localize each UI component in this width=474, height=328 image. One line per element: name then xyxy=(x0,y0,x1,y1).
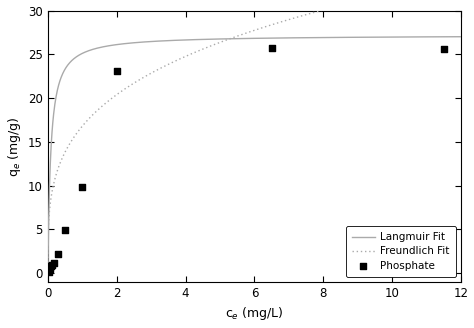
Phosphate xyxy=(268,46,275,51)
Freundlich Fit xyxy=(87,115,93,119)
Phosphate xyxy=(46,266,54,272)
Langmuir Fit xyxy=(45,271,51,275)
Y-axis label: q$_e$ (mg/g): q$_e$ (mg/g) xyxy=(6,116,23,177)
Line: Freundlich Fit: Freundlich Fit xyxy=(48,0,461,262)
Phosphate xyxy=(61,228,69,233)
X-axis label: c$_e$ (mg/L): c$_e$ (mg/L) xyxy=(225,305,284,322)
Langmuir Fit xyxy=(374,35,380,39)
Freundlich Fit xyxy=(212,42,218,46)
Phosphate xyxy=(113,68,120,73)
Phosphate xyxy=(79,185,86,190)
Langmuir Fit xyxy=(458,35,464,39)
Freundlich Fit xyxy=(328,6,334,10)
Langmuir Fit xyxy=(227,37,233,41)
Langmuir Fit xyxy=(87,48,93,52)
Phosphate xyxy=(48,262,56,267)
Phosphate xyxy=(55,251,62,256)
Phosphate xyxy=(45,270,52,275)
Freundlich Fit xyxy=(227,37,233,41)
Langmuir Fit xyxy=(212,37,218,41)
Line: Langmuir Fit: Langmuir Fit xyxy=(48,37,461,273)
Legend: Langmuir Fit, Freundlich Fit, Phosphate: Langmuir Fit, Freundlich Fit, Phosphate xyxy=(346,226,456,277)
Freundlich Fit xyxy=(45,260,51,264)
Langmuir Fit xyxy=(328,35,334,39)
Phosphate xyxy=(440,47,447,52)
Phosphate xyxy=(50,260,58,265)
Phosphate xyxy=(47,264,55,269)
Langmuir Fit xyxy=(367,35,373,39)
